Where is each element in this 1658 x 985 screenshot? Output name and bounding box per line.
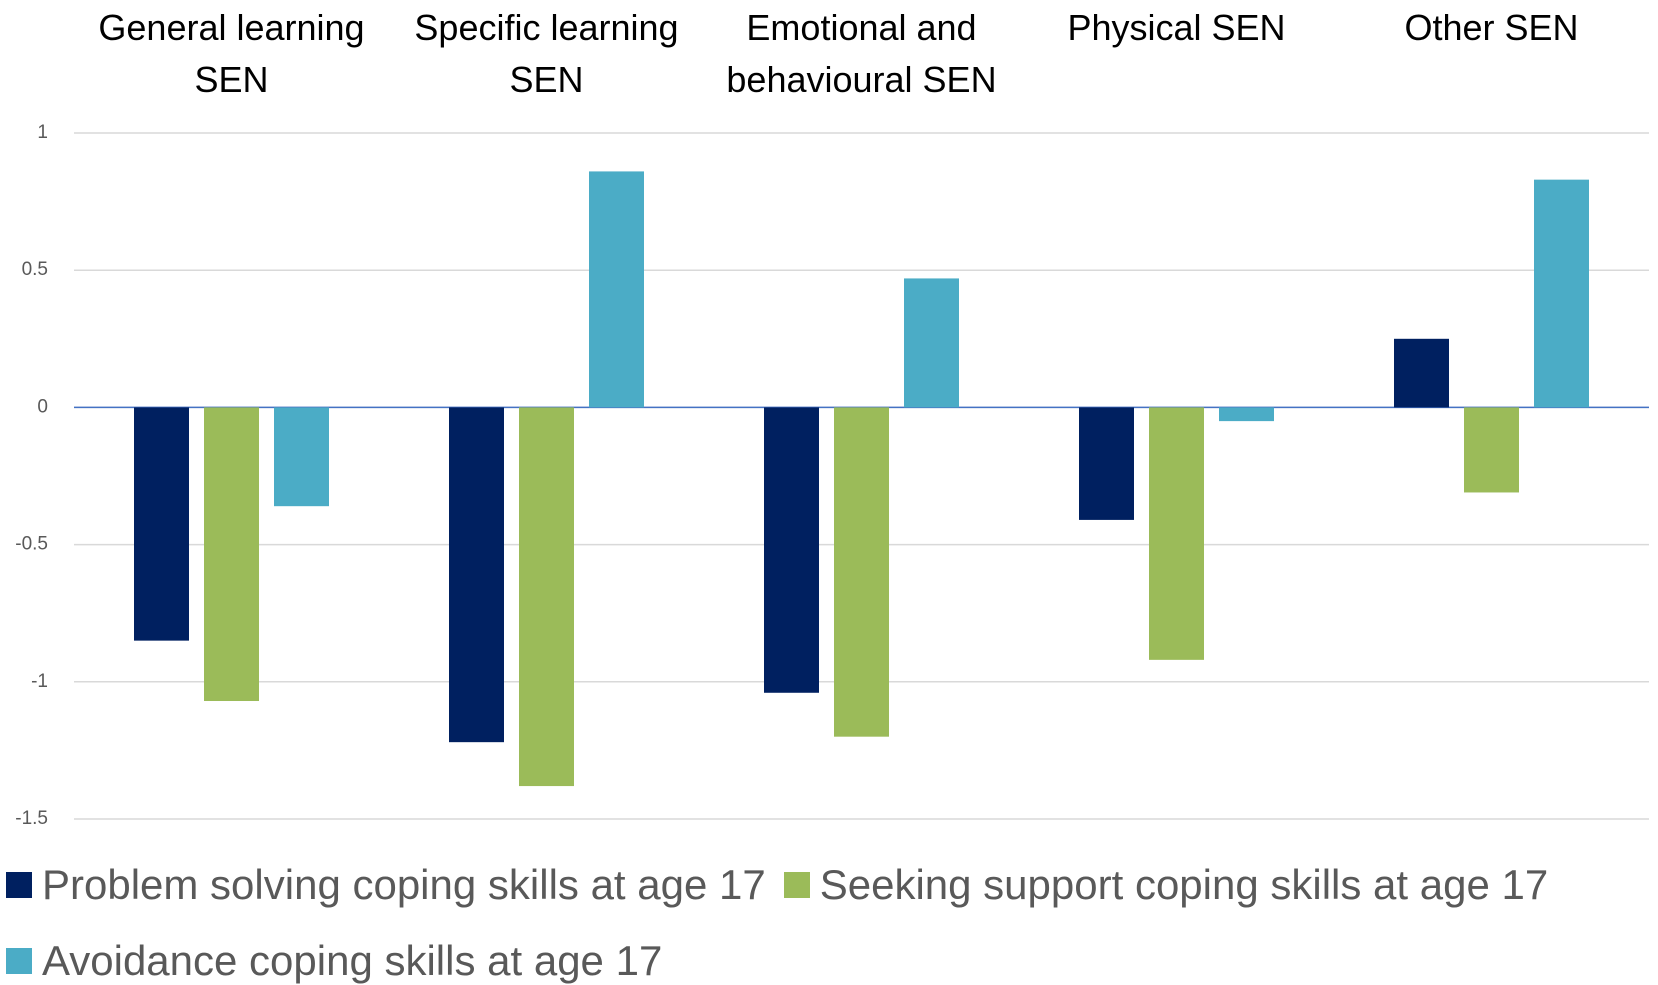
category-label: Emotional and behavioural SEN bbox=[726, 7, 997, 100]
legend-swatch bbox=[6, 872, 32, 898]
legend-label: Seeking support coping skills at age 17 bbox=[819, 861, 1549, 908]
bar bbox=[1464, 407, 1519, 493]
y-tick-label: -1.5 bbox=[15, 808, 48, 829]
bar bbox=[204, 407, 259, 702]
legend-label: Avoidance coping skills at age 17 bbox=[42, 937, 663, 984]
bar bbox=[764, 407, 819, 693]
bar bbox=[519, 407, 574, 787]
bar bbox=[904, 278, 959, 408]
bar bbox=[274, 407, 329, 507]
bar bbox=[134, 407, 189, 641]
bar bbox=[1219, 407, 1274, 422]
y-tick-label: 0 bbox=[37, 396, 48, 417]
bar bbox=[1079, 407, 1134, 520]
bar bbox=[449, 407, 504, 743]
legend-swatch bbox=[783, 872, 810, 898]
y-tick-label: -0.5 bbox=[15, 534, 48, 555]
y-tick-label: 0.5 bbox=[22, 259, 48, 280]
y-tick-label: 1 bbox=[37, 122, 48, 143]
bar bbox=[589, 171, 644, 408]
bar bbox=[1149, 407, 1204, 660]
plot: 1 0.5 0 -0.5 -1 -1.5 bbox=[15, 122, 1649, 829]
legend-swatch bbox=[6, 948, 32, 974]
legend-label: Problem solving coping skills at age 17 bbox=[42, 861, 766, 908]
category-label: Physical SEN bbox=[1067, 7, 1286, 48]
legend: Problem solving coping skills at age 17 S… bbox=[6, 858, 1646, 985]
bar bbox=[834, 407, 889, 737]
legend-item: Avoidance coping skills at age 17 bbox=[6, 934, 662, 985]
legend-item: Problem solving coping skills at age 17 bbox=[6, 858, 766, 912]
bar bbox=[1534, 179, 1589, 408]
category-label: Other SEN bbox=[1404, 7, 1579, 48]
category-label: General learning SEN bbox=[98, 7, 365, 100]
legend-item: Seeking support coping skills at age 17 bbox=[783, 858, 1549, 912]
category-label: Specific learning SEN bbox=[414, 7, 679, 100]
bar bbox=[1394, 338, 1449, 408]
y-tick-label: -1 bbox=[31, 671, 48, 692]
